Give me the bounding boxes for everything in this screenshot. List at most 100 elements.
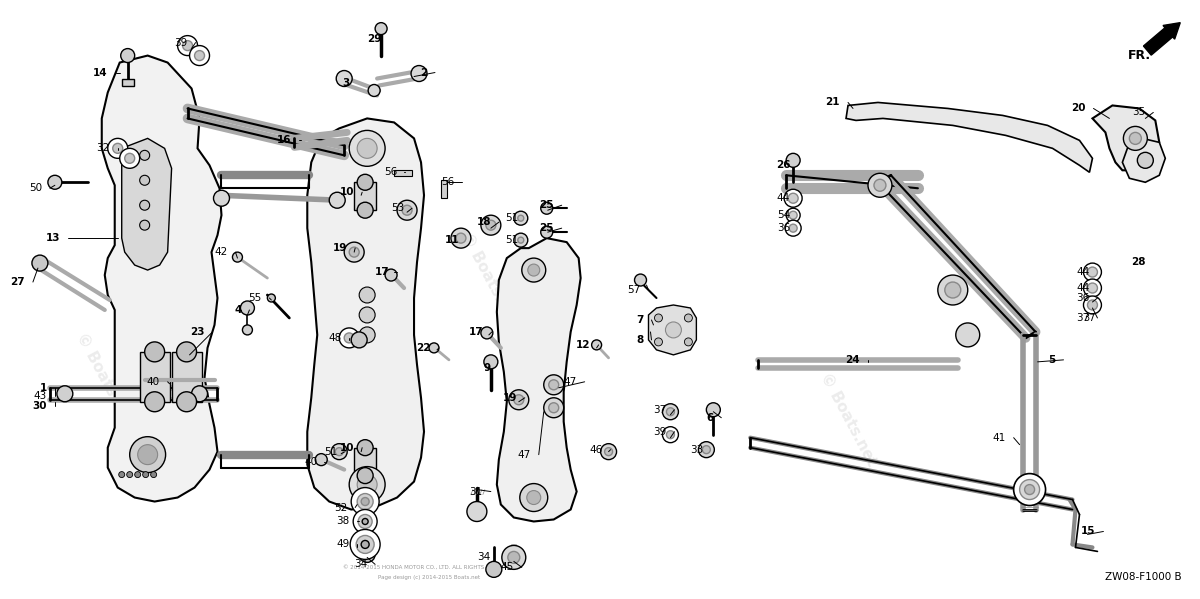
Text: 57: 57 [628, 285, 641, 295]
Circle shape [1084, 263, 1102, 281]
Circle shape [121, 49, 134, 62]
Text: 19: 19 [503, 393, 517, 403]
Text: 54: 54 [776, 210, 790, 220]
Circle shape [666, 431, 674, 438]
Circle shape [145, 392, 164, 412]
Text: FR.: FR. [1127, 49, 1151, 62]
Text: 37: 37 [1076, 313, 1090, 323]
Circle shape [605, 447, 612, 456]
Bar [354, 447, 376, 476]
Circle shape [786, 153, 800, 167]
Polygon shape [648, 305, 696, 355]
Text: 29: 29 [367, 34, 382, 44]
Polygon shape [497, 238, 581, 522]
Circle shape [233, 252, 242, 262]
Circle shape [938, 275, 967, 305]
Text: 34: 34 [478, 552, 491, 562]
Circle shape [601, 444, 617, 459]
Bar [121, 78, 133, 86]
Circle shape [654, 314, 662, 322]
Circle shape [352, 332, 367, 348]
Circle shape [356, 536, 374, 553]
Circle shape [359, 546, 376, 562]
Text: 22: 22 [416, 343, 431, 353]
Circle shape [335, 447, 343, 456]
Circle shape [361, 540, 370, 549]
Circle shape [635, 274, 647, 286]
Text: 19: 19 [332, 243, 347, 253]
Circle shape [194, 50, 204, 60]
Circle shape [548, 380, 559, 390]
Circle shape [376, 23, 388, 35]
Circle shape [784, 189, 802, 207]
Circle shape [56, 386, 73, 402]
Circle shape [654, 338, 662, 346]
Circle shape [541, 226, 553, 238]
Text: 45: 45 [500, 562, 514, 573]
Circle shape [242, 325, 252, 335]
Text: 51: 51 [505, 235, 518, 245]
Circle shape [125, 153, 134, 164]
Text: 13: 13 [46, 233, 60, 243]
Circle shape [190, 46, 210, 65]
Circle shape [352, 488, 379, 516]
Circle shape [1087, 267, 1098, 277]
Circle shape [358, 494, 373, 510]
Circle shape [344, 242, 364, 262]
Text: 40: 40 [146, 377, 160, 387]
Text: 37: 37 [1084, 313, 1096, 323]
Circle shape [527, 491, 541, 504]
Circle shape [541, 202, 553, 214]
Text: 43: 43 [34, 391, 47, 401]
Circle shape [336, 71, 352, 86]
Circle shape [684, 338, 692, 346]
Polygon shape [102, 56, 222, 501]
Text: 33: 33 [690, 444, 703, 455]
Text: 28: 28 [1130, 257, 1145, 267]
Circle shape [127, 471, 133, 477]
Circle shape [707, 403, 720, 417]
Circle shape [178, 35, 198, 56]
Circle shape [481, 215, 500, 235]
Circle shape [430, 343, 439, 353]
Text: 14: 14 [94, 68, 108, 77]
Circle shape [520, 483, 547, 512]
Circle shape [397, 200, 418, 220]
Text: ZW08-F1000 B: ZW08-F1000 B [1105, 573, 1182, 582]
Text: 2: 2 [420, 68, 427, 77]
Text: 11: 11 [444, 235, 458, 245]
Text: 40: 40 [304, 456, 317, 467]
Circle shape [176, 342, 197, 362]
Text: Page design (c) 2014-2015 Boats.net: Page design (c) 2014-2015 Boats.net [378, 575, 480, 580]
Circle shape [514, 211, 528, 225]
Circle shape [785, 220, 802, 236]
Circle shape [412, 65, 427, 81]
Text: 53: 53 [391, 203, 404, 213]
Circle shape [130, 437, 166, 473]
Circle shape [509, 390, 529, 410]
Circle shape [544, 398, 564, 418]
Text: 37: 37 [653, 405, 666, 415]
Circle shape [514, 233, 528, 247]
Circle shape [119, 471, 125, 477]
Text: 39: 39 [653, 426, 666, 437]
Text: 26: 26 [775, 161, 790, 170]
Text: 49: 49 [336, 540, 349, 549]
Circle shape [788, 193, 798, 203]
Text: 44: 44 [1076, 267, 1090, 277]
Circle shape [134, 471, 140, 477]
Circle shape [786, 208, 800, 222]
Circle shape [329, 192, 346, 208]
Text: 25: 25 [539, 223, 553, 233]
Text: 36: 36 [776, 223, 790, 233]
Text: 51: 51 [505, 213, 518, 223]
Text: 23: 23 [190, 327, 204, 337]
Polygon shape [1092, 105, 1159, 170]
Text: 51: 51 [324, 447, 337, 456]
Text: 8: 8 [636, 335, 643, 345]
Circle shape [548, 403, 559, 413]
Circle shape [662, 404, 678, 420]
Text: 47: 47 [564, 377, 577, 387]
Circle shape [1084, 296, 1102, 314]
Text: 10: 10 [340, 187, 354, 197]
